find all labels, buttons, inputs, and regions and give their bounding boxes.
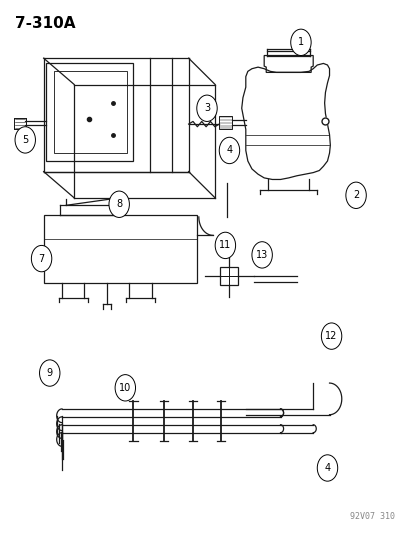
Text: 7: 7 [38,254,45,264]
Circle shape [15,127,36,153]
Text: 4: 4 [226,146,232,156]
Text: 9: 9 [47,368,53,378]
Text: 5: 5 [22,135,28,145]
Circle shape [196,95,217,122]
Text: 8: 8 [116,199,122,209]
Circle shape [109,191,129,217]
Text: 3: 3 [204,103,209,114]
Bar [220,266,238,286]
Circle shape [40,360,60,386]
Text: 2: 2 [352,190,358,200]
Text: 11: 11 [219,240,231,251]
Circle shape [215,232,235,259]
Bar [43,215,196,284]
Circle shape [219,138,239,164]
Text: 13: 13 [255,250,268,260]
Text: 7-310A: 7-310A [15,16,75,31]
Circle shape [290,29,311,55]
Circle shape [31,245,52,272]
Circle shape [345,182,366,208]
Circle shape [316,455,337,481]
Circle shape [320,323,341,349]
Bar [14,118,26,130]
Circle shape [115,375,135,401]
Text: 4: 4 [324,463,330,473]
Text: 92V07 310: 92V07 310 [349,512,394,521]
Circle shape [252,241,272,268]
Text: 12: 12 [325,331,337,341]
Text: 1: 1 [297,37,303,47]
Text: 10: 10 [119,383,131,393]
Bar [219,116,232,130]
